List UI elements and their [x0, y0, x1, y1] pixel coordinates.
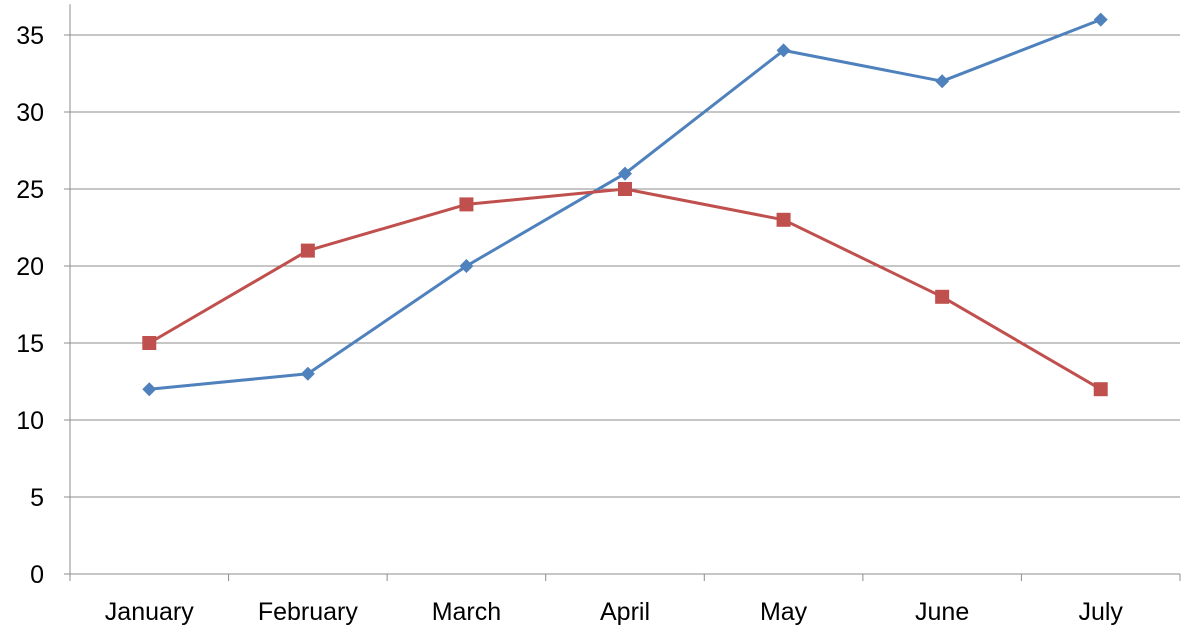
x-tick-label-february: February	[258, 598, 359, 626]
y-tick-label: 10	[16, 407, 44, 435]
series-group	[142, 12, 1108, 397]
data-point	[1093, 12, 1108, 27]
y-tick-label: 0	[30, 561, 44, 589]
x-tick-label-june: June	[915, 598, 969, 626]
data-point	[1093, 382, 1108, 397]
x-tick-label-april: April	[600, 598, 650, 626]
y-tick-label: 20	[16, 253, 44, 281]
x-tick-label-may: May	[760, 598, 808, 626]
x-tick-label-january: January	[105, 598, 194, 626]
gridlines	[70, 34, 1180, 498]
series-2-line	[148, 187, 1102, 391]
data-point	[142, 382, 157, 397]
data-point	[935, 74, 950, 89]
data-point	[776, 43, 791, 58]
y-tick-label: 35	[16, 22, 44, 50]
data-point	[300, 243, 315, 258]
data-point	[618, 166, 632, 181]
series-1-line	[149, 18, 1102, 391]
y-tick-label: 5	[30, 484, 44, 512]
tick-labels: 0 5 10 15 20 25 30 35 January February March April M…	[16, 22, 1123, 626]
x-tick-label-march: March	[432, 598, 501, 626]
y-tick-label: 25	[16, 176, 44, 204]
series-2	[142, 182, 1108, 397]
data-point	[459, 197, 474, 212]
series-1	[142, 12, 1108, 397]
data-point	[776, 212, 791, 227]
data-point	[935, 289, 950, 304]
y-tick-label: 15	[16, 330, 44, 358]
data-point	[300, 366, 315, 381]
data-point	[142, 336, 157, 350]
axes	[64, 4, 1181, 581]
y-tick-label: 30	[16, 99, 44, 127]
data-point	[618, 182, 632, 196]
data-point	[459, 259, 474, 273]
x-tick-label-july: July	[1078, 598, 1123, 626]
